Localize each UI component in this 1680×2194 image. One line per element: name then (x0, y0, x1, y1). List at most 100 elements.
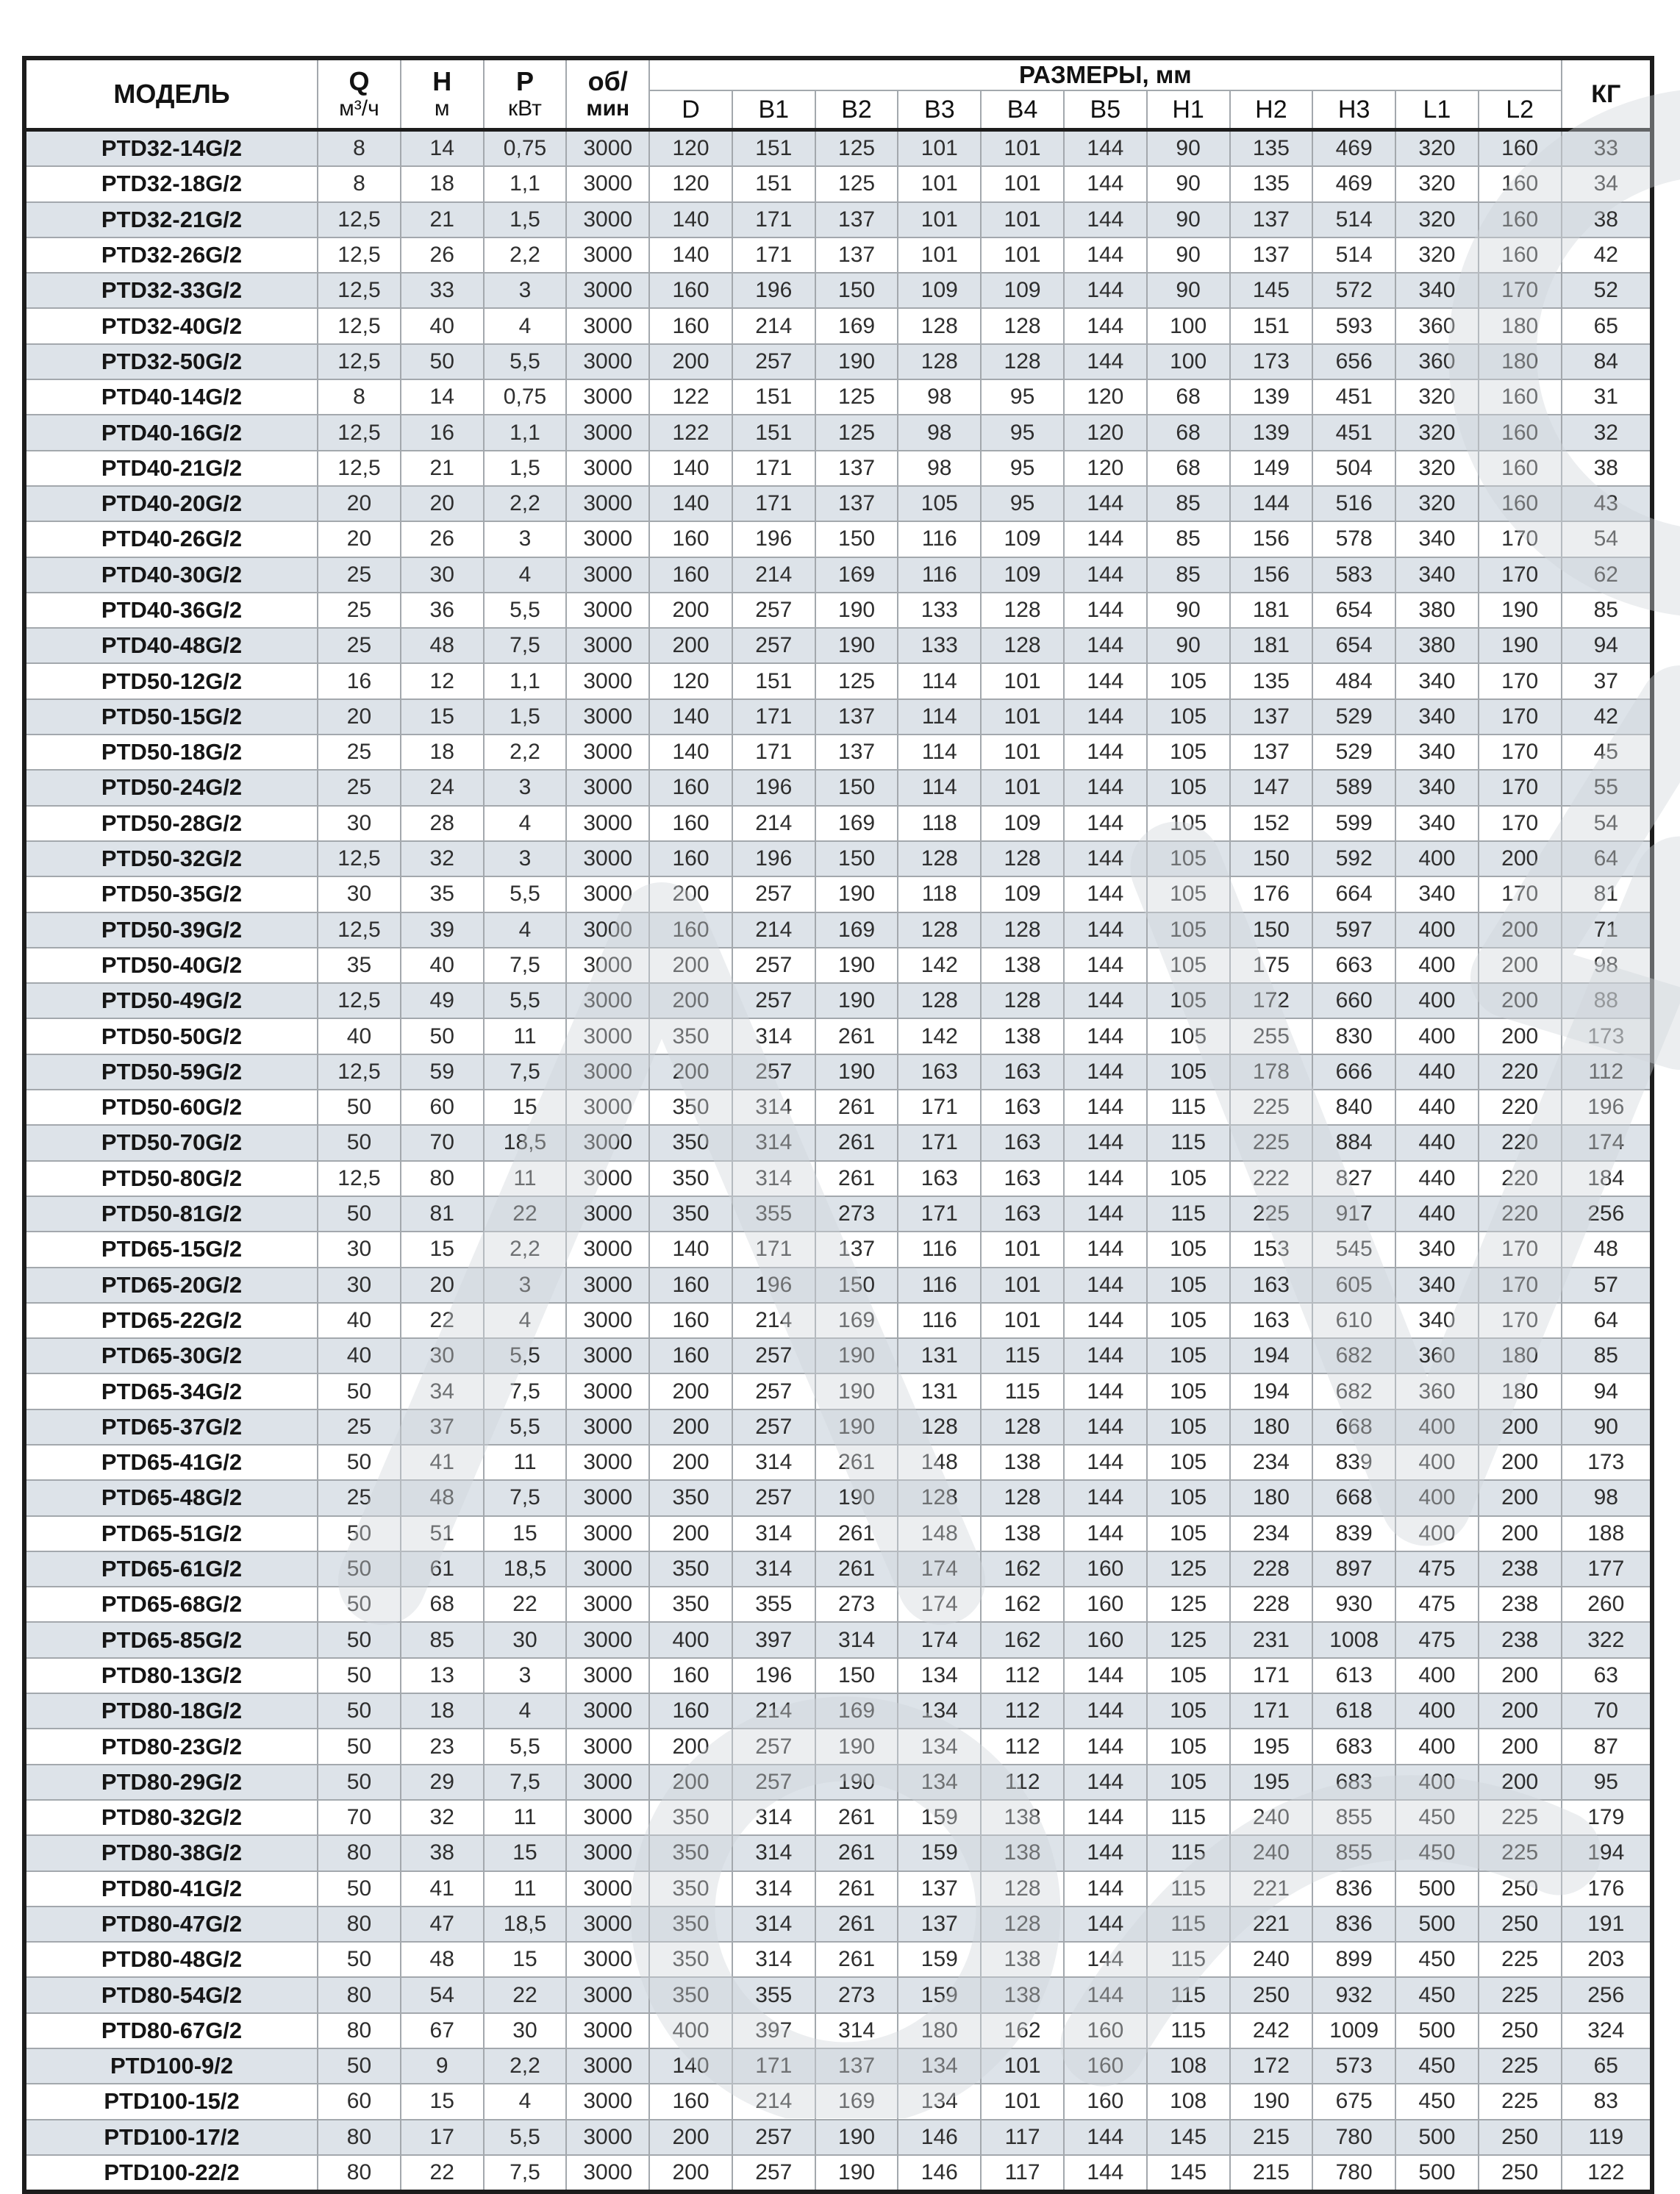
cell-model: PTD50-40G/2 (23, 946, 319, 985)
cell-value: 160 (1477, 449, 1562, 487)
cell-model: PTD40-16G/2 (23, 414, 319, 451)
cell-value: 71 (1560, 911, 1654, 948)
cell-value: 137 (814, 236, 899, 274)
cell-value: 350 (648, 1976, 733, 2014)
table-row: PTD50-40G/2 35 40 7,5 3000 200 257 190 142 138 144… (23, 946, 1654, 985)
cell-value: 150 (814, 521, 899, 558)
cell-value: 90 (1145, 236, 1231, 274)
cell-value: 117 (980, 2154, 1065, 2193)
cell-value: 101 (980, 165, 1065, 203)
table-row: PTD100-22/2 80 22 7,5 3000 200 257 190 146 117 144… (23, 2154, 1654, 2193)
cell-value: 101 (897, 165, 982, 203)
table-row: PTD65-68G/2 50 68 22 3000 350 355 273 174 162 160 1… (23, 1586, 1654, 1623)
cell-value: 140 (648, 201, 733, 238)
dims-group-header: РАЗМЕРЫ, мм (648, 57, 1562, 91)
cell-value: 134 (897, 1763, 982, 1801)
cell-value: 200 (1477, 1693, 1562, 1730)
cell-value: 839 (1312, 1443, 1397, 1482)
cell-value: 48 (1560, 1231, 1654, 1268)
dim-column-header: L2 (1477, 90, 1562, 132)
cell-value: 98 (897, 379, 982, 416)
cell-value: 116 (897, 1301, 982, 1340)
cell-model: PTD40-21G/2 (23, 449, 319, 487)
cell-value: 238 (1477, 1550, 1562, 1588)
cell-value: 257 (731, 1053, 816, 1091)
cell-value: 38 (1560, 201, 1654, 238)
cell-value: 140 (648, 698, 733, 736)
cell-value: 147 (1229, 769, 1314, 807)
cell-value: 144 (1062, 627, 1148, 665)
cell-value: 780 (1312, 2118, 1397, 2156)
dim-column-header: B3 (897, 90, 982, 132)
cell-value: 144 (1062, 1053, 1148, 1091)
cell-value: 469 (1312, 129, 1397, 168)
cell-value: 105 (1145, 804, 1231, 842)
q-label: Q (348, 66, 370, 97)
cell-value: 160 (648, 911, 733, 948)
cell-value: 115 (1145, 1798, 1231, 1837)
cell-value: 134 (897, 2048, 982, 2085)
cell-value: 12,5 (317, 343, 401, 381)
cell-value: 125 (1145, 1621, 1231, 1659)
table-row: PTD40-30G/2 25 30 4 3000 160 214 169 116 109 144 85… (23, 556, 1654, 593)
cell-value: 18,5 (482, 1905, 568, 1943)
cell-model: PTD32-18G/2 (23, 165, 319, 203)
cell-value: 112 (980, 1763, 1065, 1801)
cell-value: 59 (399, 1053, 485, 1091)
cell-model: PTD80-32G/2 (23, 1798, 319, 1837)
cell-value: 18 (399, 1693, 485, 1730)
table-row: PTD50-59G/2 12,5 59 7,5 3000 200 257 190 163 163 1… (23, 1053, 1654, 1091)
cell-value: 144 (1062, 1976, 1148, 2014)
cell-value: 160 (1477, 414, 1562, 451)
cell-value: 2,2 (482, 485, 568, 523)
cell-value: 118 (897, 804, 982, 842)
cell-value: 261 (814, 1905, 899, 1943)
cell-value: 664 (1312, 876, 1397, 913)
cell-value: 137 (1229, 698, 1314, 736)
cell-value: 514 (1312, 201, 1397, 238)
cell-value: 33 (1560, 129, 1654, 168)
cell-value: 68 (1145, 414, 1231, 451)
cell-value: 135 (1229, 662, 1314, 700)
table-row: PTD80-41G/2 50 41 11 3000 350 314 261 137 128 144 1… (23, 1870, 1654, 1907)
cell-value: 160 (1062, 1550, 1148, 1588)
cell-value: 160 (1477, 165, 1562, 203)
cell-value: 4 (482, 1301, 568, 1340)
cell-value: 840 (1312, 1089, 1397, 1126)
cell-value: 145 (1145, 2118, 1231, 2156)
cell-value: 160 (1062, 2083, 1148, 2120)
cell-value: 3000 (565, 1124, 651, 1162)
cell-value: 214 (731, 556, 816, 593)
cell-value: 200 (1477, 946, 1562, 985)
cell-value: 101 (980, 698, 1065, 736)
cell-value: 42 (1560, 698, 1654, 736)
cell-value: 160 (648, 556, 733, 593)
cell-value: 3000 (565, 1621, 651, 1659)
table-row: PTD40-36G/2 25 36 5,5 3000 200 257 190 133 128 144… (23, 591, 1654, 629)
cell-value: 190 (814, 343, 899, 381)
cell-value: 80 (317, 1905, 401, 1943)
cell-value: 108 (1145, 2048, 1231, 2085)
cell-value: 85 (399, 1621, 485, 1659)
table-row: PTD65-37G/2 25 37 5,5 3000 200 257 190 128 128 144… (23, 1408, 1654, 1446)
cell-value: 120 (648, 662, 733, 700)
cell-value: 200 (648, 1053, 733, 1091)
cell-value: 50 (399, 1018, 485, 1055)
cell-value: 190 (814, 1728, 899, 1765)
cell-value: 20 (317, 698, 401, 736)
cell-value: 400 (1395, 1763, 1479, 1801)
cell-value: 228 (1229, 1586, 1314, 1623)
cell-value: 256 (1560, 1195, 1654, 1233)
cell-value: 170 (1477, 1266, 1562, 1304)
cell-value: 50 (317, 1195, 401, 1233)
cell-value: 94 (1560, 1373, 1654, 1410)
cell-value: 190 (1229, 2083, 1314, 2120)
cell-value: 163 (897, 1159, 982, 1197)
cell-value: 194 (1229, 1337, 1314, 1375)
table-row: PTD32-33G/2 12,5 33 3 3000 160 196 150 109 109 144… (23, 272, 1654, 310)
cell-value: 125 (1145, 1550, 1231, 1588)
cell-value: 171 (731, 2048, 816, 2085)
cell-value: 261 (814, 1443, 899, 1482)
cell-value: 50 (317, 2048, 401, 2085)
cell-value: 5,5 (482, 876, 568, 913)
